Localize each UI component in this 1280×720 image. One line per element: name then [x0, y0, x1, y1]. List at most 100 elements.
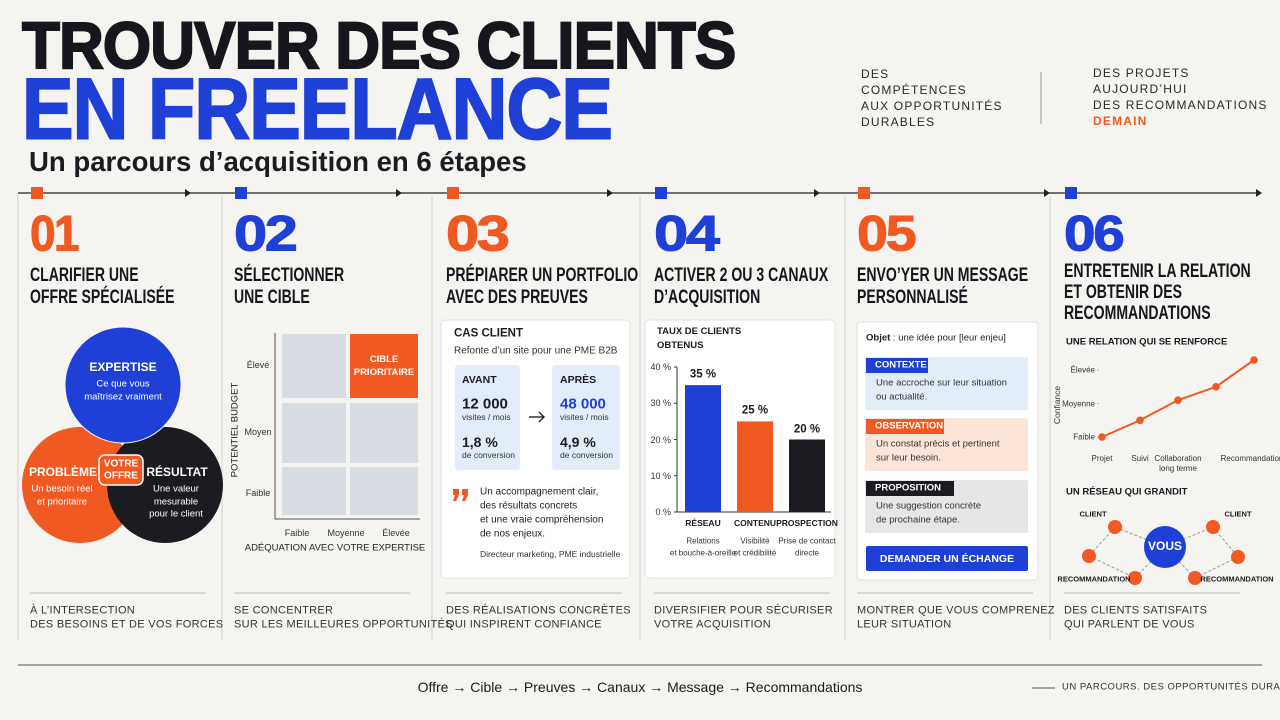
y-tick-label: 40 %	[650, 361, 671, 372]
main-title: EN FREELANCE	[21, 61, 614, 159]
case-quote: des résultats concrets	[480, 500, 578, 512]
case-box	[455, 365, 520, 470]
case-unit: de conversion	[462, 450, 515, 461]
step-title: ACTIVER 2 OU 3 CANAUX	[654, 265, 829, 287]
message-text: Un constat précis et pertinent	[876, 438, 1000, 450]
case-label: AVANT	[462, 373, 497, 386]
step-title: D’ACQUISITION	[654, 287, 761, 309]
network-node	[1231, 550, 1245, 564]
tagline: DES RECOMMANDATIONS	[1093, 98, 1268, 113]
step-caption: SE CONCENTRER	[234, 604, 334, 617]
x-tick-label: Projet	[1091, 454, 1113, 463]
x-sub-label: Relations	[686, 536, 720, 546]
network-link	[1194, 556, 1239, 579]
message-tag-label: CONTEXTE	[875, 359, 927, 371]
case-subtitle: Refonte d’un site pour une PME B2B	[454, 345, 618, 357]
message-button	[866, 546, 1028, 571]
venn-center-text: VOTRE	[103, 458, 139, 470]
case-quote: Un accompagnement clair,	[480, 486, 599, 498]
point	[1250, 356, 1258, 364]
case-value: 48 000	[560, 395, 606, 413]
network-label: CLIENT	[1079, 509, 1107, 519]
value-label: 20 %	[793, 422, 821, 435]
message-text: ou actualité.	[876, 391, 928, 403]
timeline-arrow	[1256, 189, 1262, 197]
venn-text: Ce que vous	[96, 378, 150, 390]
x-sub-label: Visibilité	[740, 536, 770, 546]
step-caption: DES CLIENTS SATISFAITS	[1064, 604, 1208, 617]
network-label: RECOMMANDATION	[1057, 574, 1131, 584]
tagline: AUJOURD’HUI	[1093, 82, 1188, 97]
network-center-label: VOUS	[1147, 539, 1183, 554]
matrix-target-label: CIBLE PRIORITAIRE	[353, 354, 415, 378]
message-text: sur leur besoin.	[876, 452, 941, 464]
tagline: COMPÉTENCES	[861, 83, 967, 98]
x-tick-label: Collaboration long terme	[1154, 454, 1202, 473]
y-tick-label: 10 %	[650, 470, 671, 481]
case-author: Directeur marketing, PME industrielle	[480, 549, 621, 560]
step-number: 02	[233, 205, 298, 262]
timeline-arrow	[1044, 189, 1050, 197]
step-marker	[447, 187, 459, 199]
step-title: SÉLECTIONNER	[234, 265, 345, 287]
subject-part: Objet	[866, 332, 891, 344]
step-number: 01	[30, 205, 80, 262]
quote-icon	[453, 489, 468, 501]
matrix-y-label: Élevé	[246, 359, 270, 370]
matrix-x-label: Moyenne	[327, 527, 365, 538]
case-value: 1,8 %	[462, 433, 498, 450]
venn-center	[98, 454, 144, 486]
subtitle: Un parcours d’acquisition en 6 étapes	[29, 145, 527, 177]
message-button-label: DEMANDER UN ÉCHANGE	[879, 552, 1015, 565]
y-tick-label: Moyenne	[1062, 398, 1095, 408]
matrix-cell	[282, 403, 346, 463]
matrix-cell	[282, 334, 346, 398]
message-tag-label: OBSERVATION	[875, 420, 944, 432]
x-tick-label: Suivi	[1131, 454, 1149, 463]
network-node	[1188, 571, 1202, 585]
step-caption: DES BESOINS ET DE VOS FORCES	[30, 618, 224, 631]
case-unit: de conversion	[560, 450, 613, 461]
step-title: CLARIFIER UNE	[30, 265, 139, 287]
x-sub-label: et bouche-à-oreille	[669, 548, 737, 558]
step-caption: LEUR SITUATION	[857, 618, 952, 631]
matrix-cell	[282, 467, 346, 515]
step-caption: À L’INTERSECTION	[30, 604, 136, 617]
message-subject: Objet : une idée pour [leur enjeu]	[866, 332, 1006, 345]
step-number: 04	[653, 205, 720, 262]
step-number: 03	[445, 205, 510, 262]
step-caption: QUI INSPIRENT CONFIANCE	[446, 618, 602, 631]
message-tag-label: PROPOSITION	[875, 482, 941, 494]
matrix-target	[350, 334, 418, 398]
x-sub-label: Prise de contact	[778, 536, 836, 546]
point	[1212, 382, 1220, 391]
step-title: PRÉPIARER UN PORTFOLIO	[446, 265, 639, 287]
step-marker	[1065, 187, 1077, 199]
x-tick-label: CONTENU	[733, 518, 777, 529]
matrix-cell	[350, 403, 418, 463]
matrix-y-title: POTENTIEL BUDGET	[229, 382, 241, 478]
bar	[737, 421, 773, 512]
tagline: DURABLES	[861, 115, 936, 130]
step-title: PERSONNALISÉ	[857, 287, 968, 309]
case-box	[552, 365, 620, 470]
network-node	[1206, 520, 1220, 534]
case-value: 4,9 %	[560, 433, 596, 450]
step-title: OFFRE SPÉCIALISÉE	[30, 287, 175, 309]
network-link	[1088, 555, 1136, 579]
case-unit: visites / mois	[462, 412, 511, 423]
case-arrow	[538, 411, 545, 423]
step-caption: SUR LES MEILLEURES OPPORTUNITÉS	[234, 618, 453, 631]
step-title: ET OBTENIR DES	[1064, 282, 1182, 304]
step-marker	[858, 187, 870, 199]
point	[1174, 396, 1182, 404]
tagline: DES	[861, 67, 890, 82]
bar	[685, 385, 721, 512]
step-marker	[31, 187, 43, 199]
matrix-y-label: Faible	[245, 487, 271, 498]
message-tag	[866, 358, 928, 373]
tagline: AUX OPPORTUNITÉS	[861, 99, 1003, 114]
message-tag	[866, 419, 944, 434]
step-marker	[655, 187, 667, 199]
timeline-arrow	[607, 189, 613, 197]
